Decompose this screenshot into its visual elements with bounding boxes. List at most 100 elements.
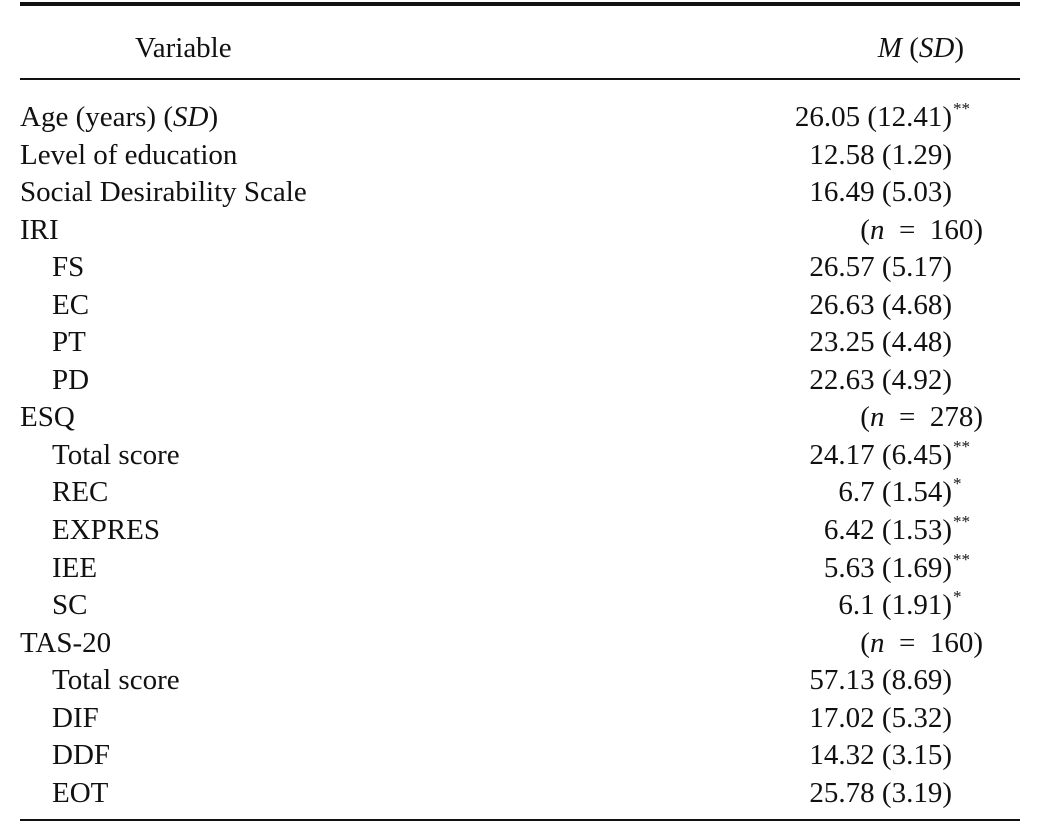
column-header-mean-sd: M (SD) <box>877 32 964 64</box>
mean-sd-value: 5.63 (1.69) <box>823 551 952 584</box>
value-wrap: 12.58 (1.29) <box>809 137 975 175</box>
significance-marker: ** <box>953 549 970 569</box>
row-label-text: FS <box>52 251 85 284</box>
row-label: Total score <box>52 437 180 475</box>
row-label: IEE <box>52 550 97 588</box>
row-label: Social Desirability Scale <box>20 174 307 212</box>
row-label-text: TAS-20 <box>20 626 112 659</box>
mean-sd-value: 57.13 (8.69) <box>809 664 952 697</box>
value-wrap: 26.57 (5.17) <box>809 249 975 287</box>
header-m: M <box>877 32 902 64</box>
table-row: EC 26.63 (4.68) <box>20 287 1020 325</box>
mean-sd-value: 16.49 (5.03) <box>809 176 952 209</box>
significance-marker: * <box>953 587 962 607</box>
row-label-text: PD <box>52 363 90 396</box>
table-row: TAS-20 (n = 160) <box>20 625 1020 663</box>
table-row: EOT 25.78 (3.19) <box>20 775 1020 813</box>
mean-sd-value: 17.02 (5.32) <box>809 701 952 734</box>
table-row: IRI (n = 160) <box>20 212 1020 250</box>
row-label: PT <box>52 324 86 362</box>
value-wrap: 22.63 (4.92) <box>809 362 975 400</box>
sample-size-value: 160 <box>929 626 974 659</box>
row-label-text: ESQ <box>20 401 75 434</box>
mean-sd-value: 24.17 (6.45) <box>809 438 952 471</box>
row-label-italic: SD <box>172 101 209 133</box>
row-label: EC <box>52 287 89 325</box>
value-wrap: 6.42 (1.53)** <box>824 512 975 553</box>
value-wrap: 6.7 (1.54)* <box>838 474 975 515</box>
table-row: IEE 5.63 (1.69)** <box>20 550 1020 588</box>
table-row: ESQ (n = 278) <box>20 399 1020 437</box>
row-label: ESQ <box>20 399 75 437</box>
table-body: Age (years) (SD) 26.05 (12.41)** Level of … <box>20 99 1020 812</box>
mean-sd-value: 12.58 (1.29) <box>809 138 952 171</box>
row-label-text: PT <box>52 326 86 359</box>
header-sd: SD <box>918 32 955 64</box>
table-top-rule <box>20 2 1020 6</box>
row-label-text: EC <box>52 288 90 321</box>
table-row: Social Desirability Scale 16.49 (5.03) <box>20 174 1020 212</box>
table-row: PD 22.63 (4.92) <box>20 362 1020 400</box>
row-label-text: Level of education <box>20 138 238 171</box>
table-row: REC 6.7 (1.54)* <box>20 474 1020 512</box>
table-row: Total score 57.13 (8.69) <box>20 662 1020 700</box>
mean-sd-value: 6.1 (1.91) <box>838 589 952 622</box>
row-label: PD <box>52 362 89 400</box>
significance-marker: ** <box>953 99 970 118</box>
mean-sd-value: 23.25 (4.48) <box>809 326 952 359</box>
table-row: EXPRES 6.42 (1.53)** <box>20 512 1020 550</box>
row-label-text: Age (years) ( <box>20 101 173 133</box>
row-label: FS <box>52 249 84 287</box>
row-label: DDF <box>52 737 110 775</box>
row-label-text: Total score <box>52 664 180 697</box>
table-row: DIF 17.02 (5.32) <box>20 700 1020 738</box>
row-label-text: EOT <box>52 776 109 809</box>
row-label-text: Total score <box>52 438 180 471</box>
value-wrap: 57.13 (8.69) <box>809 662 975 700</box>
row-label-text: DIF <box>52 701 99 734</box>
value-wrap: 26.63 (4.68) <box>809 287 975 325</box>
row-label: TAS-20 <box>20 625 111 663</box>
table-row: PT 23.25 (4.48) <box>20 324 1020 362</box>
row-label-text: SC <box>52 589 88 622</box>
significance-marker: * <box>953 474 962 494</box>
value-wrap: 26.05 (12.41)** <box>795 99 975 140</box>
row-label: EOT <box>52 775 108 813</box>
row-label: SC <box>52 587 87 625</box>
significance-marker: ** <box>953 512 970 532</box>
table-header-rule <box>20 78 1020 80</box>
row-label-text: DDF <box>52 739 111 772</box>
mean-sd-value: 26.57 (5.17) <box>809 251 952 284</box>
sample-size-value: 278 <box>929 401 974 434</box>
row-label-text: REC <box>52 476 109 509</box>
value-wrap: 5.63 (1.69)** <box>824 550 975 591</box>
table-row: Level of education 12.58 (1.29) <box>20 137 1020 175</box>
mean-sd-value: 25.78 (3.19) <box>809 776 952 809</box>
value-wrap: 17.02 (5.32) <box>809 700 975 738</box>
value-wrap: 6.1 (1.91)* <box>838 587 975 628</box>
value-wrap: 25.78 (3.19) <box>809 775 975 813</box>
mean-sd-value: 14.32 (3.15) <box>809 739 952 772</box>
sample-size-value: 160 <box>929 213 974 246</box>
table-row: Age (years) (SD) 26.05 (12.41)** <box>20 99 1020 137</box>
column-header-variable: Variable <box>135 32 232 64</box>
mean-sd-value: 26.63 (4.68) <box>809 288 952 321</box>
table-row: Total score 24.17 (6.45)** <box>20 437 1020 475</box>
sample-size-text: (n = 278) <box>860 401 983 434</box>
table-row: DDF 14.32 (3.15) <box>20 737 1020 775</box>
table-bottom-rule <box>20 819 1020 821</box>
sample-size-text: (n = 160) <box>860 213 983 246</box>
row-label: Total score <box>52 662 180 700</box>
row-label-tail: ) <box>208 101 219 133</box>
value-wrap: 14.32 (3.15) <box>809 737 975 775</box>
row-label: REC <box>52 474 108 512</box>
row-label: EXPRES <box>52 512 160 550</box>
row-label-text: IRI <box>20 213 59 246</box>
row-label: IRI <box>20 212 59 250</box>
row-label-text: IEE <box>52 551 98 584</box>
table-row: SC 6.1 (1.91)* <box>20 587 1020 625</box>
mean-sd-value: 26.05 (12.41) <box>794 101 952 133</box>
row-label: Level of education <box>20 137 237 175</box>
significance-marker: ** <box>953 436 970 456</box>
mean-sd-value: 22.63 (4.92) <box>809 363 952 396</box>
